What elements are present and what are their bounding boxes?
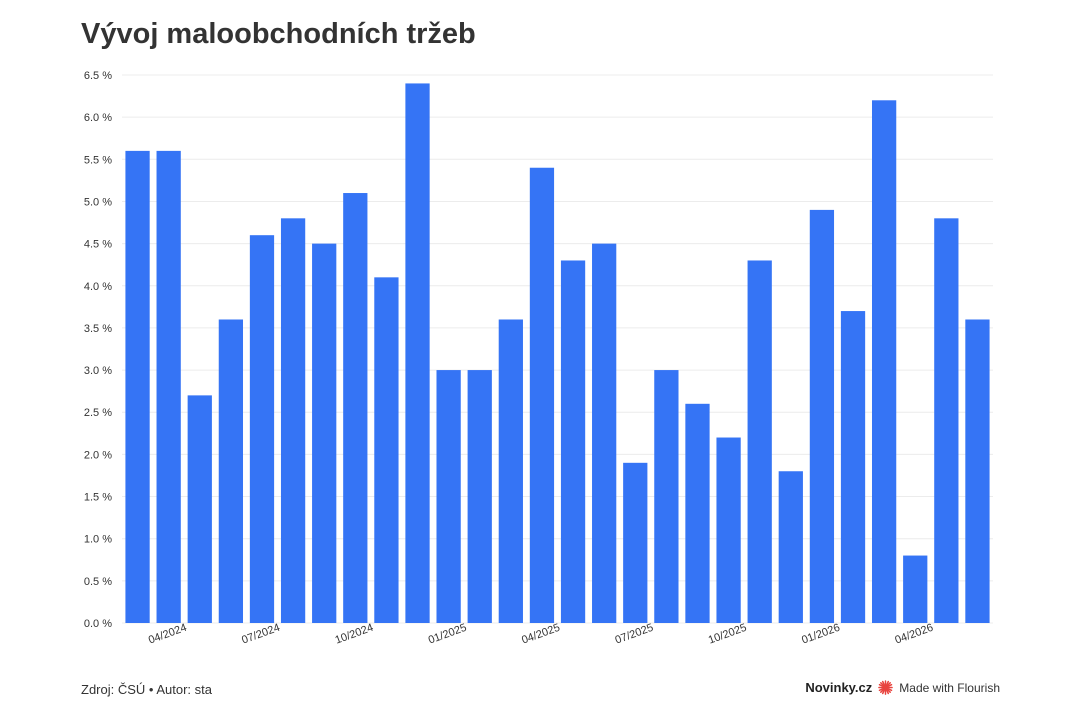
- bar[interactable]: 10/2024: 5.1: [343, 193, 368, 623]
- y-tick-label: 0.0 %: [84, 618, 112, 630]
- bar[interactable]: 04/2024: 5.6: [156, 150, 181, 623]
- x-tick-label: 01/2026: [800, 622, 841, 647]
- bar[interactable]: 06/2026: 3.6: [965, 319, 990, 623]
- y-tick-label: 1.5 %: [84, 492, 112, 504]
- y-tick-label: 6.0 %: [84, 112, 112, 124]
- bar[interactable]: 06/2025: 4.5: [592, 243, 617, 623]
- bar[interactable]: 12/2025: 1.8: [778, 471, 803, 623]
- y-tick-label: 1.0 %: [84, 534, 112, 546]
- bar[interactable]: 05/2026: 4.8: [934, 218, 959, 624]
- bar[interactable]: 03/2024: 5.6: [125, 150, 150, 623]
- bar[interactable]: 11/2024: 4.1: [374, 277, 399, 623]
- brand-logo[interactable]: Novinky.cz: [805, 680, 873, 695]
- y-tick-label: 4.5 %: [84, 239, 112, 251]
- y-tick-label: 5.5 %: [84, 154, 112, 166]
- y-tick-label: 3.5 %: [84, 323, 112, 335]
- bar[interactable]: 06/2024: 3.6: [218, 319, 244, 623]
- y-tick-label: 0.5 %: [84, 576, 112, 588]
- bar[interactable]: 01/2026: 4.9: [809, 209, 835, 623]
- bar[interactable]: 01/2025: 3: [436, 370, 461, 623]
- x-tick-label: 07/2025: [614, 622, 655, 647]
- bar[interactable]: 04/2025: 5.4: [529, 167, 555, 623]
- bar[interactable]: 07/2024: 4.6: [249, 235, 275, 623]
- source-credit: Zdroj: ČSÚ • Autor: sta: [81, 682, 212, 697]
- x-tick-label: 04/2024: [147, 622, 188, 647]
- x-tick-label: 10/2024: [334, 622, 375, 647]
- bar[interactable]: 02/2025: 3: [467, 370, 492, 623]
- bar[interactable]: 09/2025: 2.6: [685, 403, 710, 623]
- footer-branding: Novinky.cz Made with Flourish: [805, 680, 1000, 695]
- bar[interactable]: 03/2025: 3.6: [498, 319, 523, 623]
- y-tick-label: 3.0 %: [84, 365, 112, 377]
- x-tick-label: 04/2025: [520, 622, 561, 647]
- bar[interactable]: 11/2025: 4.3: [747, 260, 772, 623]
- x-tick-label: 10/2025: [707, 622, 748, 647]
- flourish-starburst-icon: [878, 680, 894, 695]
- bars: 03/2024: 5.604/2024: 5.605/2024: 2.706/2…: [125, 83, 990, 624]
- y-tick-label: 6.5 %: [84, 70, 112, 82]
- bar[interactable]: 09/2024: 4.5: [312, 243, 337, 623]
- chart-title: Vývoj maloobchodních tržeb: [81, 18, 476, 50]
- bar[interactable]: 08/2024: 4.8: [280, 218, 306, 624]
- y-tick-label: 2.5 %: [84, 407, 112, 419]
- bar[interactable]: 12/2024: 6.4: [405, 83, 430, 623]
- y-tick-label: 4.0 %: [84, 281, 112, 293]
- bar[interactable]: 03/2026: 6.2: [871, 100, 897, 624]
- x-tick-label: 04/2026: [893, 622, 934, 647]
- x-tick-label: 01/2025: [427, 622, 468, 647]
- bar[interactable]: 02/2026: 3.7: [840, 311, 866, 623]
- x-axis-labels: 04/2024 07/2024 10/2024 01/2025 04/2025 07/20…: [147, 622, 935, 647]
- bar[interactable]: 04/2026: 0.8: [903, 555, 928, 623]
- x-tick-label: 07/2024: [240, 622, 281, 647]
- bar[interactable]: 07/2025: 1.9: [623, 462, 648, 623]
- y-tick-label: 2.0 %: [84, 449, 112, 461]
- bar[interactable]: 10/2025: 2.2: [716, 437, 741, 623]
- y-tick-label: 5.0 %: [84, 196, 112, 208]
- y-axis-labels: 0.0 % 0.5 % 1.0 % 1.5 % 2.0 % 2.5 % 3.0 % 3.5 %…: [84, 70, 112, 630]
- bar[interactable]: 05/2024: 2.7: [187, 395, 212, 623]
- bar[interactable]: 08/2025: 3: [654, 370, 679, 623]
- made-with-flourish-link[interactable]: Made with Flourish: [899, 680, 1000, 695]
- bar[interactable]: 05/2025: 4.3: [560, 260, 586, 623]
